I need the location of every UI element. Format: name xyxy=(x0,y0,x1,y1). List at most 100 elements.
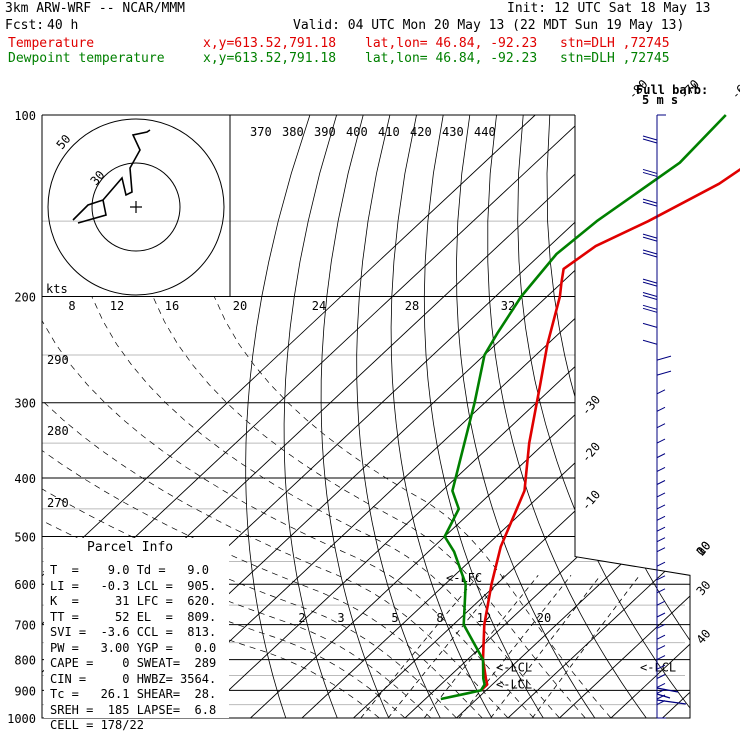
wind-barb xyxy=(642,252,658,258)
theta-label: 430 xyxy=(442,125,464,139)
wind-barb xyxy=(656,634,666,640)
isotherm-label: 40 xyxy=(694,627,714,647)
wind-barb xyxy=(656,423,666,429)
wind-barb xyxy=(656,526,666,532)
hodograph-speed-label: 20 xyxy=(233,299,247,313)
dewpoint-latlon: lat,lon= 46.84, -92.23 xyxy=(365,51,538,66)
hodograph-ring-label: 30 xyxy=(88,168,108,188)
wind-barb xyxy=(656,683,666,688)
model-title: 3km ARW-WRF -- NCAR/MMM xyxy=(5,1,186,16)
isotherm-label: -30 xyxy=(579,393,604,419)
plot-frame xyxy=(41,115,691,719)
wind-barb xyxy=(656,504,666,510)
mixing-ratio-line xyxy=(360,575,479,718)
forecast-hours: 40 h xyxy=(47,18,79,33)
wind-barb xyxy=(642,292,658,298)
wind-barb xyxy=(656,693,671,699)
temperature-station: stn=DLH ,72745 xyxy=(560,36,670,51)
wind-barb xyxy=(642,233,658,239)
parcel-info-line: Tc = 26.1 SHEAR= 28. xyxy=(50,687,217,701)
wind-barb xyxy=(656,561,666,567)
dry-adiabat xyxy=(656,115,690,718)
parcel-info-line: SVI = -3.6 CCL = 813. xyxy=(50,625,217,639)
dry-adiabat xyxy=(682,115,690,718)
isotherm-line xyxy=(42,115,536,718)
theta-label: 290 xyxy=(47,353,69,367)
wind-barb xyxy=(656,688,666,694)
series-line-dewpoint xyxy=(440,114,727,701)
parcel-info-line: CIN = 0 HWBZ= 3564. xyxy=(50,671,217,686)
wind-barb xyxy=(642,307,658,313)
isotherm-line xyxy=(507,115,690,718)
wind-barb xyxy=(642,171,658,177)
wind-barb xyxy=(656,537,666,543)
theta-label: 270 xyxy=(47,496,69,510)
wind-barb xyxy=(656,588,666,594)
hodograph-speed-label: 28 xyxy=(405,299,419,313)
hodograph-speed-label: 16 xyxy=(165,299,179,313)
wind-barb xyxy=(656,453,666,459)
hodograph-ring-inner xyxy=(91,162,181,252)
wind-barb xyxy=(642,322,658,328)
dry-adiabat xyxy=(487,115,647,718)
theta-label: 420 xyxy=(410,125,432,139)
pressure-tick-label: 300 xyxy=(14,397,36,411)
pressure-tick-label: 400 xyxy=(14,472,36,486)
isotherm-line xyxy=(250,115,690,718)
mixing-ratio-label: 2 xyxy=(298,611,305,625)
hodograph-unit: kts xyxy=(46,282,68,296)
lcl-marker-label: <-LCL xyxy=(496,661,532,675)
dry-adiabat xyxy=(356,115,441,718)
wind-barb xyxy=(642,198,658,204)
theta-label: 380 xyxy=(282,125,304,139)
wind-barb xyxy=(656,547,666,553)
pressure-tick-label: 800 xyxy=(14,654,36,668)
hodograph-speed-label: 24 xyxy=(312,299,326,313)
wind-barb xyxy=(656,655,666,661)
pressure-tick-label: 1000 xyxy=(7,712,36,726)
chart-series xyxy=(440,114,740,701)
mixing-ratio-line xyxy=(387,575,505,718)
parcel-info-line: T = 9.0 Td = 9.0 xyxy=(50,563,209,577)
parcel-info-line: TT = 52 EL = 809. xyxy=(50,609,217,624)
legend-temperature: Temperature xyxy=(8,36,95,51)
theta-label: 400 xyxy=(346,125,368,139)
wind-barb xyxy=(656,612,666,618)
wind-barb xyxy=(642,281,658,287)
lcl-marker-label: <-LCL xyxy=(496,677,532,691)
theta-label: 410 xyxy=(378,125,400,139)
dewpoint-xy: x,y=613.52,791.18 xyxy=(203,51,337,66)
isotherm-label: 30 xyxy=(694,578,714,598)
wind-barb xyxy=(642,304,658,310)
wind-barb xyxy=(642,278,658,284)
dry-adiabat xyxy=(602,115,690,718)
wind-barb xyxy=(642,138,658,144)
pressure-tick-label: 100 xyxy=(14,109,36,123)
parcel-info-title: Parcel Info xyxy=(87,540,174,555)
isotherm-line xyxy=(456,115,690,718)
valid-time: Valid: 04 UTC Mon 20 May 13 (22 MDT Sun … xyxy=(293,18,685,33)
wind-barb xyxy=(656,600,666,606)
mixing-ratio-line xyxy=(423,575,539,718)
temperature-xy: x,y=613.52,791.18 xyxy=(203,36,337,51)
wind-barb xyxy=(656,674,666,679)
hodograph-trace xyxy=(72,129,151,224)
pressure-tick-label: 500 xyxy=(14,530,36,544)
pressure-tick-label: 600 xyxy=(14,578,36,592)
wind-barb xyxy=(656,699,687,705)
wind-barb xyxy=(656,492,666,498)
parcel-info-line: SREH = 185 LAPSE= 6.8 xyxy=(50,702,217,717)
lcl-marker-label: <-LCL xyxy=(640,661,676,675)
wind-barb xyxy=(656,480,666,485)
dry-adiabat xyxy=(245,115,311,718)
wind-barb xyxy=(642,339,658,345)
wind-barb xyxy=(656,466,666,472)
dry-adiabat xyxy=(517,115,690,718)
wind-barb xyxy=(656,515,666,521)
moist-adiabat xyxy=(152,296,586,718)
hodograph-speed-label: 8 xyxy=(68,299,75,313)
wind-barb xyxy=(656,687,679,693)
